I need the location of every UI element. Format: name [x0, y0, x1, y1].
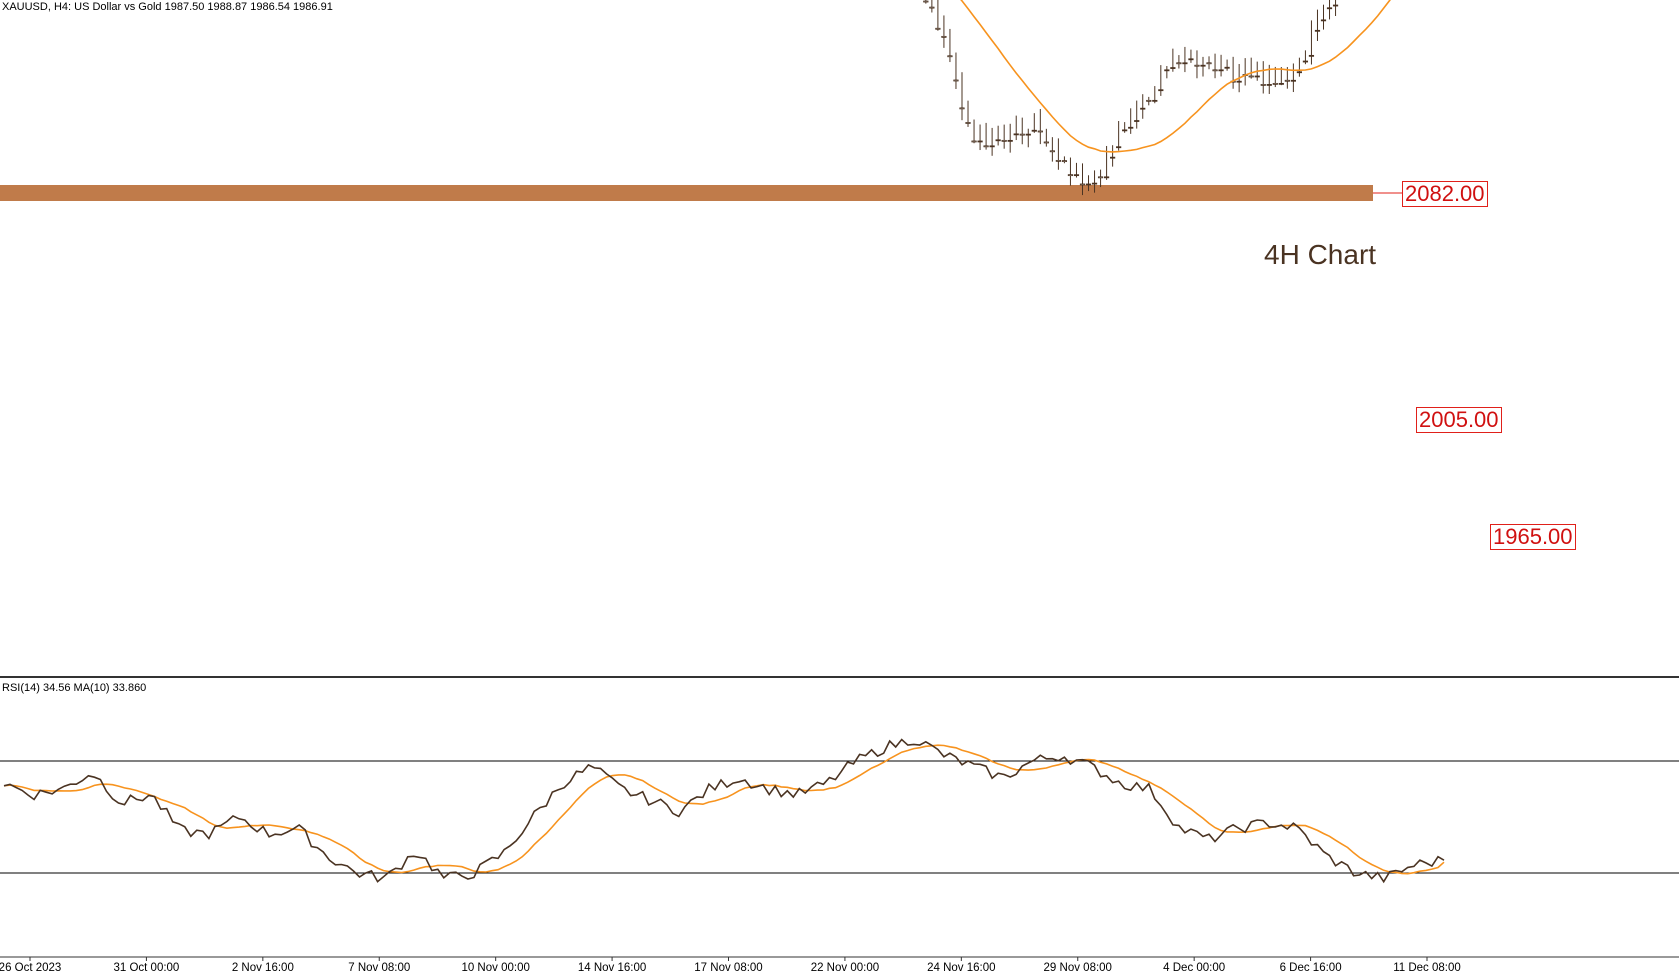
candle — [1152, 86, 1158, 104]
rsi-label: RSI(14) 34.56 MA(10) 33.860 — [2, 682, 147, 694]
candle — [1067, 157, 1074, 186]
candle — [1206, 56, 1212, 70]
x-tick-label: 4 Dec 00:00 — [1163, 962, 1226, 974]
candle — [1079, 163, 1086, 196]
candle — [959, 72, 965, 121]
candle — [1116, 120, 1122, 151]
x-tick-label: 26 Oct 2023 — [0, 962, 62, 974]
candle — [1272, 66, 1278, 88]
candle — [1278, 67, 1284, 86]
candle — [1200, 56, 1206, 77]
candle — [1164, 66, 1170, 79]
candle — [923, 0, 929, 4]
candle — [989, 127, 995, 156]
candle — [1134, 100, 1140, 129]
candle — [1212, 53, 1218, 79]
candle — [995, 125, 1001, 146]
candle — [1091, 170, 1098, 193]
x-tick-label: 14 Nov 16:00 — [577, 962, 647, 974]
candle — [1085, 175, 1092, 192]
time-axis-ticks — [29, 957, 1428, 961]
candle — [1326, 0, 1333, 20]
candle — [1019, 117, 1025, 145]
candle — [1146, 96, 1152, 106]
candle — [1061, 156, 1068, 164]
symbol-info: XAUUSD, H4: US Dollar vs Gold 1987.50 19… — [2, 1, 333, 13]
candle — [1224, 59, 1230, 71]
moving-average-line — [960, 0, 1391, 153]
candle — [1296, 57, 1302, 77]
candle — [977, 124, 983, 151]
candle — [1128, 108, 1134, 134]
candle — [935, 0, 941, 31]
candle — [941, 15, 947, 48]
candle — [1043, 128, 1049, 147]
zone-2082.00 — [0, 185, 1373, 201]
candle — [1182, 46, 1188, 73]
candle — [1302, 50, 1309, 65]
candle — [1290, 63, 1296, 93]
candle — [1097, 169, 1104, 188]
candle — [965, 100, 971, 127]
level-label-2082: 2082.00 — [1402, 181, 1488, 207]
rsi-ma-line — [3, 744, 1445, 875]
x-tick-label: 11 Dec 08:00 — [1393, 962, 1461, 974]
candle — [1001, 124, 1007, 149]
level-label-1965: 1965.00 — [1490, 524, 1576, 550]
chart-annotation: 4H Chart — [1264, 239, 1377, 270]
candle — [1332, 0, 1339, 17]
candle — [1320, 4, 1327, 30]
x-tick-label: 24 Nov 16:00 — [927, 962, 996, 974]
candles — [923, 0, 1339, 196]
candle — [1248, 57, 1254, 79]
candle — [1176, 55, 1182, 69]
x-tick-label: 31 Oct 00:00 — [113, 962, 180, 974]
candle — [929, 0, 935, 13]
x-tick-label: 22 Nov 00:00 — [810, 962, 880, 974]
level-label-2005: 2005.00 — [1416, 407, 1502, 433]
candle — [1194, 50, 1200, 79]
candle — [1242, 58, 1248, 86]
candle — [1260, 61, 1266, 94]
candle — [1158, 65, 1164, 96]
rsi-line — [3, 738, 1445, 884]
candle — [1037, 109, 1043, 145]
candle — [1284, 67, 1290, 89]
candle — [1308, 20, 1315, 65]
candle — [983, 122, 989, 150]
candle — [1230, 56, 1236, 89]
candle — [1170, 48, 1176, 72]
candle — [1013, 115, 1019, 141]
x-tick-label: 17 Nov 08:00 — [694, 962, 763, 974]
candle — [947, 28, 953, 63]
x-tick-label: 7 Nov 08:00 — [348, 962, 411, 974]
candle — [1122, 122, 1128, 133]
candle — [1025, 128, 1031, 148]
x-tick-label: 6 Dec 16:00 — [1279, 962, 1342, 974]
candle — [1073, 162, 1080, 178]
candle — [1140, 94, 1146, 119]
candle — [1007, 123, 1013, 153]
candle — [1055, 138, 1061, 170]
x-tick-label: 2 Nov 16:00 — [231, 962, 294, 974]
candle — [1188, 49, 1194, 63]
candle — [971, 119, 977, 144]
candle — [1314, 9, 1321, 41]
candle — [1110, 145, 1116, 167]
candle — [1049, 137, 1055, 162]
candle — [1218, 54, 1224, 77]
sr-zones — [0, 185, 1402, 201]
x-tick-label: 10 Nov 00:00 — [461, 962, 530, 974]
x-tick-label: 29 Nov 08:00 — [1043, 962, 1112, 974]
candle — [1031, 113, 1037, 133]
candle — [953, 52, 959, 90]
